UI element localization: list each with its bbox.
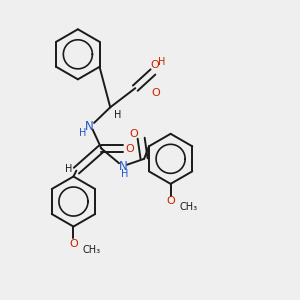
Text: CH₃: CH₃	[179, 202, 198, 212]
Text: H: H	[121, 169, 129, 178]
Text: O: O	[150, 61, 159, 70]
Text: H: H	[65, 164, 73, 174]
Text: O: O	[151, 88, 160, 98]
Text: N: N	[85, 120, 94, 133]
Text: O: O	[69, 238, 78, 249]
Text: CH₃: CH₃	[82, 244, 100, 254]
Text: O: O	[125, 143, 134, 154]
Text: O: O	[166, 196, 175, 206]
Text: H: H	[158, 57, 165, 67]
Text: N: N	[119, 160, 128, 173]
Text: H: H	[114, 110, 121, 120]
Text: H: H	[80, 128, 87, 138]
Text: O: O	[129, 129, 138, 139]
